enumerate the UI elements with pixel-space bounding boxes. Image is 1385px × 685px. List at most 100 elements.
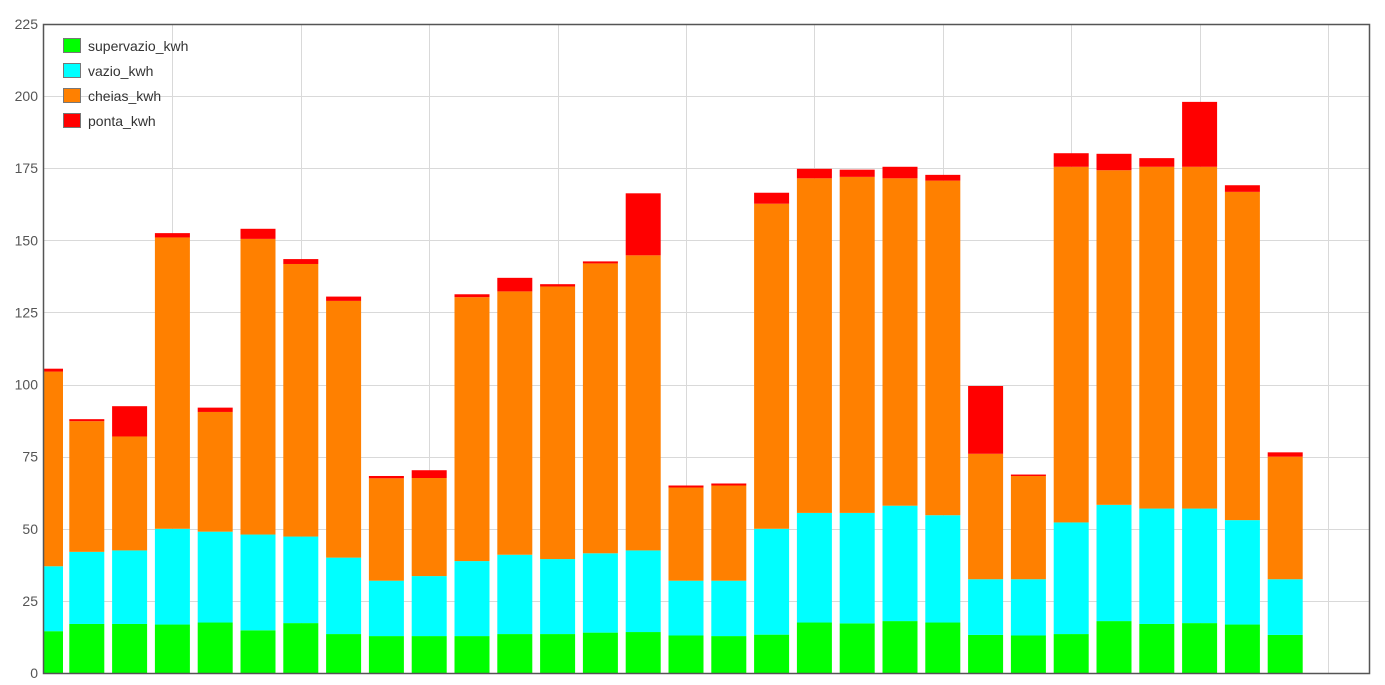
bar-segment-cheias-kwh — [197, 411, 233, 532]
bar-segment-vazio-kwh — [625, 550, 661, 633]
bar-segment-ponta-kwh — [112, 406, 148, 437]
bar-segment-vazio-kwh — [668, 580, 704, 636]
bar-segment-supervazio-kwh — [69, 623, 105, 673]
bar-segment-supervazio-kwh — [44, 631, 63, 673]
bar-segment-cheias-kwh — [69, 421, 105, 552]
y-tick-label: 175 — [15, 160, 39, 176]
bar-segment-vazio-kwh — [1267, 579, 1303, 635]
bar-segment-supervazio-kwh — [882, 621, 918, 673]
bar-segment-vazio-kwh — [582, 553, 618, 633]
bar-segment-cheias-kwh — [668, 487, 704, 581]
bar-segment-ponta-kwh — [754, 192, 790, 204]
bar-segment-supervazio-kwh — [711, 636, 747, 673]
bar-segment-supervazio-kwh — [240, 630, 276, 673]
bar-segment-vazio-kwh — [197, 531, 233, 623]
bar-segment-supervazio-kwh — [925, 622, 961, 673]
axes: 0 25 50 75 100 125 150 175 200 225 — [15, 16, 1371, 681]
bar-segment-supervazio-kwh — [668, 635, 704, 673]
bar-segment-vazio-kwh — [925, 515, 961, 623]
bar-segment-cheias-kwh — [326, 300, 362, 558]
bar-segment-cheias-kwh — [1096, 170, 1132, 505]
bar-segment-cheias-kwh — [796, 178, 832, 513]
bar-segment-vazio-kwh — [882, 505, 918, 622]
bar-segment-supervazio-kwh — [283, 623, 319, 673]
bar-segment-supervazio-kwh — [1182, 623, 1218, 673]
bar-segment-supervazio-kwh — [1096, 621, 1132, 673]
bar-segment-supervazio-kwh — [326, 634, 362, 673]
bar-segment-cheias-kwh — [839, 176, 875, 513]
y-tick-label: 0 — [30, 665, 38, 681]
bar-segment-vazio-kwh — [1053, 522, 1089, 635]
bar-segment-ponta-kwh — [44, 368, 63, 372]
bar-segment-cheias-kwh — [112, 436, 148, 551]
bar-segment-vazio-kwh — [326, 557, 362, 635]
bar-segment-cheias-kwh — [540, 286, 576, 560]
bar-segment-supervazio-kwh — [1224, 624, 1260, 673]
bar-segment-ponta-kwh — [1010, 474, 1046, 476]
bar-segment-vazio-kwh — [454, 561, 490, 637]
bar-segment-ponta-kwh — [69, 419, 105, 422]
y-tick-label: 150 — [15, 232, 39, 248]
legend: supervazio_kwh vazio_kwh cheias_kwh ponta_k… — [63, 38, 188, 129]
y-tick-label: 125 — [15, 304, 39, 320]
bar-segment-ponta-kwh — [796, 168, 832, 179]
bar-segment-cheias-kwh — [283, 263, 319, 537]
bar-segment-supervazio-kwh — [154, 624, 190, 673]
legend-swatch-supervazio-kwh — [63, 38, 81, 53]
bar-segment-cheias-kwh — [240, 238, 276, 535]
bar-segment-vazio-kwh — [1139, 508, 1175, 624]
bar-segment-ponta-kwh — [1267, 452, 1303, 457]
bar-segment-ponta-kwh — [283, 259, 319, 264]
bar-segment-vazio-kwh — [283, 536, 319, 624]
bar-segment-vazio-kwh — [754, 528, 790, 635]
bar-segment-vazio-kwh — [1224, 520, 1260, 625]
bar-segment-supervazio-kwh — [754, 634, 790, 673]
bar-segment-supervazio-kwh — [625, 632, 661, 673]
bar-segment-vazio-kwh — [711, 580, 747, 637]
bar-segment-supervazio-kwh — [368, 636, 404, 673]
y-tick-label: 25 — [22, 593, 38, 609]
bar-segment-vazio-kwh — [540, 559, 576, 635]
bar-segment-supervazio-kwh — [796, 622, 832, 673]
bar-segment-supervazio-kwh — [197, 622, 233, 673]
bar-segment-supervazio-kwh — [839, 623, 875, 673]
bar-segment-cheias-kwh — [925, 180, 961, 516]
bar-segment-cheias-kwh — [1224, 191, 1260, 521]
bar-segment-ponta-kwh — [240, 228, 276, 239]
bar-segment-ponta-kwh — [625, 193, 661, 256]
y-tick-label: 100 — [15, 377, 39, 393]
bar-segment-cheias-kwh — [625, 255, 661, 551]
bar-segment-cheias-kwh — [1267, 456, 1303, 580]
bar-segment-ponta-kwh — [197, 407, 233, 412]
bar-segment-ponta-kwh — [1053, 153, 1089, 167]
bar-segment-ponta-kwh — [411, 470, 447, 479]
bar-segment-cheias-kwh — [1139, 166, 1175, 509]
bar-segment-supervazio-kwh — [411, 636, 447, 673]
legend-label-cheias-kwh: cheias_kwh — [88, 88, 161, 104]
bar-segment-vazio-kwh — [154, 528, 190, 625]
bar-segment-ponta-kwh — [326, 296, 362, 301]
bar-segment-cheias-kwh — [44, 371, 63, 567]
bar-segment-vazio-kwh — [368, 580, 404, 637]
bar-segment-ponta-kwh — [711, 483, 747, 486]
bar-segment-vazio-kwh — [1182, 508, 1218, 624]
bar-segment-ponta-kwh — [154, 233, 190, 238]
legend-label-ponta-kwh: ponta_kwh — [88, 113, 156, 129]
bar-segment-supervazio-kwh — [1053, 634, 1089, 673]
bar-segment-cheias-kwh — [968, 453, 1004, 580]
bar-segment-ponta-kwh — [925, 174, 961, 181]
bar-segment-cheias-kwh — [1010, 475, 1046, 580]
y-tick-label: 200 — [15, 88, 39, 104]
bar-segment-supervazio-kwh — [1010, 635, 1046, 673]
legend-swatch-ponta-kwh — [63, 113, 81, 128]
bar-segment-ponta-kwh — [1096, 153, 1132, 171]
bar-segment-ponta-kwh — [582, 261, 618, 264]
bar-segment-ponta-kwh — [540, 284, 576, 287]
bar-segment-ponta-kwh — [454, 294, 490, 298]
bar-segment-cheias-kwh — [368, 478, 404, 581]
y-tick-label: 75 — [22, 449, 38, 465]
legend-label-vazio-kwh: vazio_kwh — [88, 63, 153, 79]
bar-segment-ponta-kwh — [882, 166, 918, 179]
legend-swatch-cheias-kwh — [63, 88, 81, 103]
